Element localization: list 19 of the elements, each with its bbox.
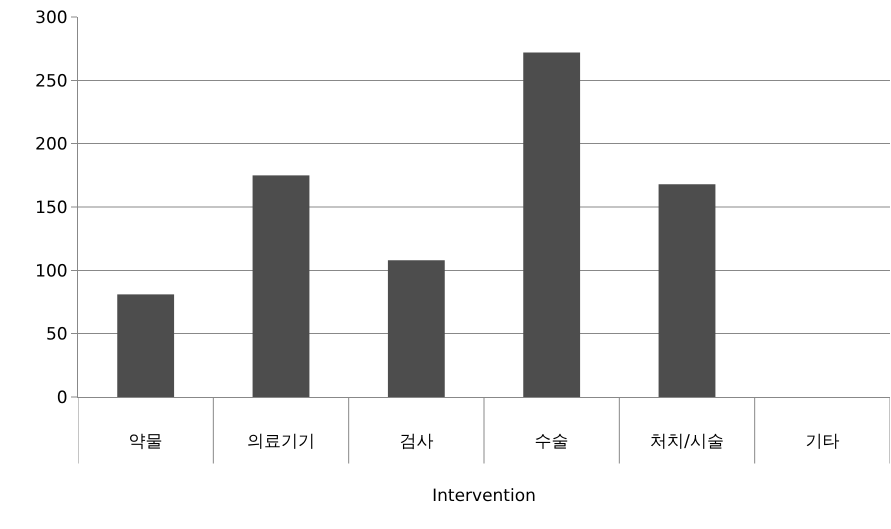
y-tick-label: 0: [56, 388, 68, 408]
y-tick-label: 300: [35, 8, 68, 28]
bar: [252, 175, 310, 397]
x-axis-title: Intervention: [432, 486, 536, 506]
y-tick-label: 250: [35, 71, 68, 92]
bar: [388, 260, 445, 397]
x-tick-label: 의료기기: [247, 431, 315, 452]
y-tick-label: 200: [35, 134, 68, 155]
x-tick-label: 수술: [534, 431, 569, 452]
x-tick-label: 처치/시술: [650, 431, 724, 452]
x-tick-label: 기타: [805, 431, 840, 452]
y-tick-label: 100: [35, 261, 68, 282]
x-tick-label: 검사: [399, 431, 434, 452]
bar: [117, 294, 174, 397]
x-tick-label: 약물: [128, 431, 163, 452]
bar: [523, 52, 580, 397]
y-tick-label: 50: [46, 324, 68, 345]
bar: [658, 184, 716, 397]
y-tick-label: 150: [35, 198, 68, 218]
